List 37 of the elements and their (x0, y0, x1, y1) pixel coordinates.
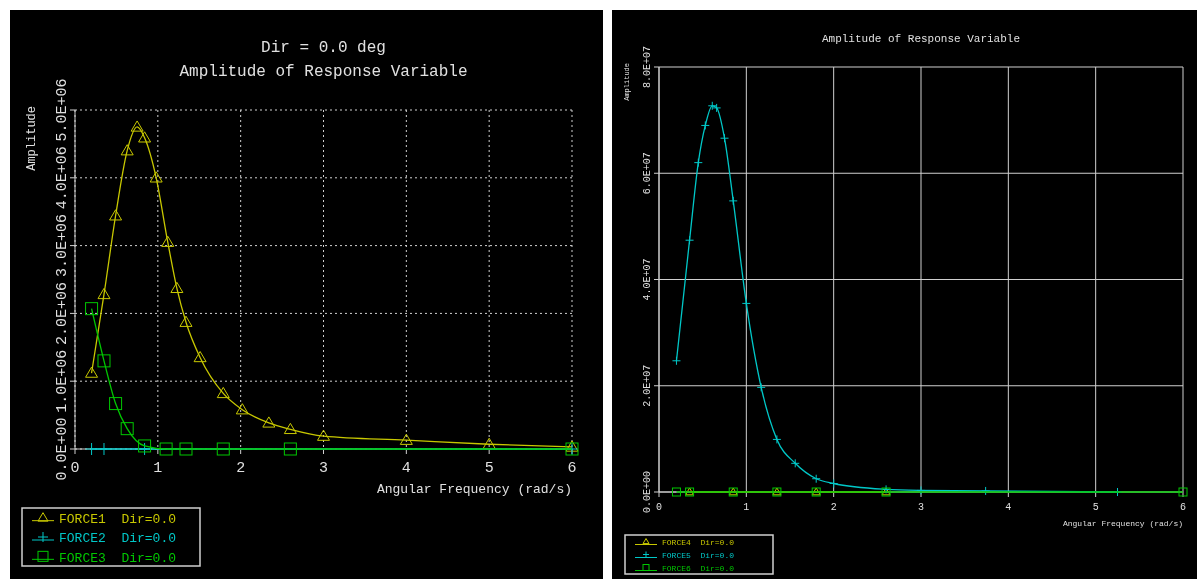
legend-label: FORCE6 Dir=0.0 (662, 564, 735, 573)
chart-subtitle: Amplitude of Response Variable (179, 63, 468, 81)
x-tick-label: 1 (743, 502, 750, 513)
y-tick-label: 5.0E+06 (54, 78, 71, 142)
y-tick-label: 6.0E+07 (642, 152, 653, 195)
x-tick-label: 4 (401, 460, 411, 477)
y-tick-label: 2.0E+07 (642, 364, 653, 407)
y-axis-title: Amplitude (25, 106, 39, 171)
chart-title: Amplitude of Response Variable (821, 33, 1021, 45)
legend-label: FORCE3 Dir=0.0 (59, 550, 177, 566)
legend-label: FORCE5 Dir=0.0 (662, 551, 735, 560)
y-tick-label: 4.0E+07 (642, 258, 653, 301)
x-tick-label: 2 (830, 502, 837, 513)
y-tick-label: 1.0E+06 (54, 349, 71, 413)
x-tick-label: 0 (655, 502, 663, 513)
legend-label: FORCE4 Dir=0.0 (662, 538, 735, 547)
x-tick-label: 3 (917, 502, 925, 513)
x-axis-title: Angular Frequency (rad/s) (1062, 519, 1183, 528)
y-tick-label: 0.0E+00 (642, 470, 653, 514)
legend-label: FORCE1 Dir=0.0 (59, 511, 177, 527)
y-tick-label: 0.0E+00 (54, 417, 71, 481)
y-tick-label: 3.0E+06 (54, 214, 71, 278)
y-tick-label: 4.0E+06 (54, 146, 71, 210)
x-tick-label: 4 (1005, 502, 1012, 513)
x-tick-label: 5 (484, 460, 494, 477)
y-tick-label: 8.0E+07 (642, 45, 653, 89)
x-tick-label: 6 (1179, 502, 1187, 513)
legend-label: FORCE2 Dir=0.0 (59, 531, 177, 547)
x-tick-label: 2 (236, 460, 246, 477)
x-tick-label: 1 (153, 460, 163, 477)
y-tick-label: 2.0E+06 (54, 281, 71, 345)
chart-title: Dir = 0.0 deg (261, 39, 386, 57)
x-tick-label: 6 (567, 460, 577, 477)
x-tick-label: 0 (70, 460, 80, 477)
x-axis-title: Angular Frequency (rad/s) (376, 482, 572, 497)
x-tick-label: 3 (318, 460, 329, 477)
x-tick-label: 5 (1092, 502, 1099, 513)
